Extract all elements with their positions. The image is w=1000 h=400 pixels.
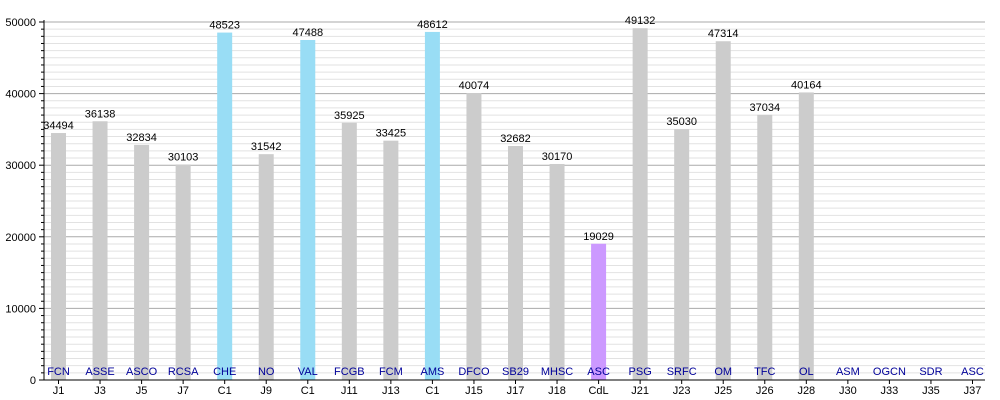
bar-value-label: 30103	[168, 151, 199, 163]
x-tick-label: J13	[382, 385, 400, 397]
x-tick-label: J23	[673, 385, 691, 397]
x-tick-label: J33	[881, 385, 899, 397]
x-tick-label: J15	[465, 385, 483, 397]
labels: 34494 36138 32834 30103 48523 31542 47488 35925…	[5, 15, 983, 397]
x-tick-label: C1	[425, 385, 439, 397]
bar	[217, 32, 233, 381]
team-label: ASC	[587, 366, 610, 378]
bar	[424, 31, 440, 380]
bar	[51, 133, 66, 380]
x-tick-label: J11	[341, 385, 358, 397]
team-label: OM	[714, 366, 732, 378]
bar-value-label: 32834	[126, 132, 157, 144]
bar-value-label: 19029	[583, 231, 614, 243]
bar	[674, 129, 690, 380]
x-tick-label: C1	[218, 385, 232, 397]
team-label: ASM	[836, 366, 860, 378]
team-label: FCN	[47, 366, 70, 378]
bar-value-label: 49132	[625, 15, 656, 27]
team-label: ASSE	[85, 366, 114, 378]
team-label: MHSC	[541, 366, 573, 378]
team-label: ASCO	[126, 366, 158, 378]
x-tick-label: J5	[136, 385, 148, 397]
bar	[507, 145, 523, 380]
team-label: PSG	[629, 366, 652, 378]
team-label: SB29	[502, 366, 529, 378]
team-label: FCGB	[334, 366, 365, 378]
x-tick-label: J28	[797, 385, 815, 397]
bar	[383, 140, 399, 380]
bar-value-label: 31542	[251, 141, 282, 153]
x-tick-label: J21	[631, 385, 649, 397]
bar-value-label: 33425	[376, 128, 407, 140]
bar	[300, 39, 316, 380]
bar-value-label: 35925	[334, 110, 365, 122]
bar-value-label: 32682	[500, 133, 531, 145]
team-label: OL	[799, 366, 814, 378]
x-tick-label: J3	[94, 385, 106, 397]
x-tick-label: J35	[922, 385, 940, 397]
team-label: DFCO	[458, 366, 490, 378]
team-label: SDR	[919, 366, 942, 378]
x-tick-label: J30	[839, 385, 857, 397]
bar	[591, 243, 607, 380]
x-tick-label: J1	[53, 385, 65, 397]
team-label: SRFC	[667, 366, 697, 378]
x-tick-label: C1	[301, 385, 315, 397]
bar	[715, 41, 731, 381]
y-tick-label: 40000	[5, 89, 36, 101]
x-tick-label: J9	[260, 385, 272, 397]
y-tick-label: 50000	[5, 17, 36, 29]
bar	[798, 92, 814, 381]
axes	[39, 20, 985, 384]
bar-value-label: 36138	[85, 108, 116, 120]
team-label: AMS	[420, 366, 444, 378]
y-tick-label: 20000	[5, 232, 36, 244]
bar-value-label: 47314	[708, 28, 739, 40]
bar-value-label: 37034	[749, 102, 780, 114]
team-label: FCM	[379, 366, 403, 378]
bar	[258, 154, 274, 380]
x-tick-label: CdL	[588, 385, 608, 397]
x-tick-label: J26	[756, 385, 774, 397]
bar-value-label: 47488	[292, 27, 323, 39]
team-label: RCSA	[168, 366, 199, 378]
bar	[175, 164, 191, 380]
x-tick-label: J17	[507, 385, 525, 397]
y-tick-label: 10000	[5, 303, 36, 315]
bar	[341, 122, 357, 380]
team-label: OGCN	[873, 366, 906, 378]
bar	[757, 114, 773, 381]
bar	[134, 144, 150, 380]
x-tick-label: J7	[177, 385, 189, 397]
bar	[549, 163, 565, 380]
team-label: NO	[258, 366, 275, 378]
team-label: TFC	[754, 366, 775, 378]
x-tick-label: J25	[714, 385, 732, 397]
team-label: VAL	[298, 366, 318, 378]
bar-value-label: 48523	[209, 20, 240, 32]
bar-series	[51, 28, 814, 381]
bar-value-label: 40074	[459, 80, 490, 92]
team-label: CHE	[213, 366, 236, 378]
bar	[632, 28, 648, 381]
bar-value-label: 34494	[43, 120, 74, 132]
y-tick-label: 30000	[5, 160, 36, 172]
bar-value-label: 35030	[666, 116, 697, 128]
team-label: ASC	[961, 366, 984, 378]
bar	[92, 121, 108, 380]
bar-value-label: 30170	[542, 151, 573, 163]
x-tick-label: J37	[964, 385, 982, 397]
y-tick-label: 0	[30, 375, 36, 387]
x-tick-label: J18	[548, 385, 566, 397]
bar	[466, 93, 482, 380]
bar-value-label: 40164	[791, 79, 822, 91]
bar-value-label: 48612	[417, 19, 448, 31]
